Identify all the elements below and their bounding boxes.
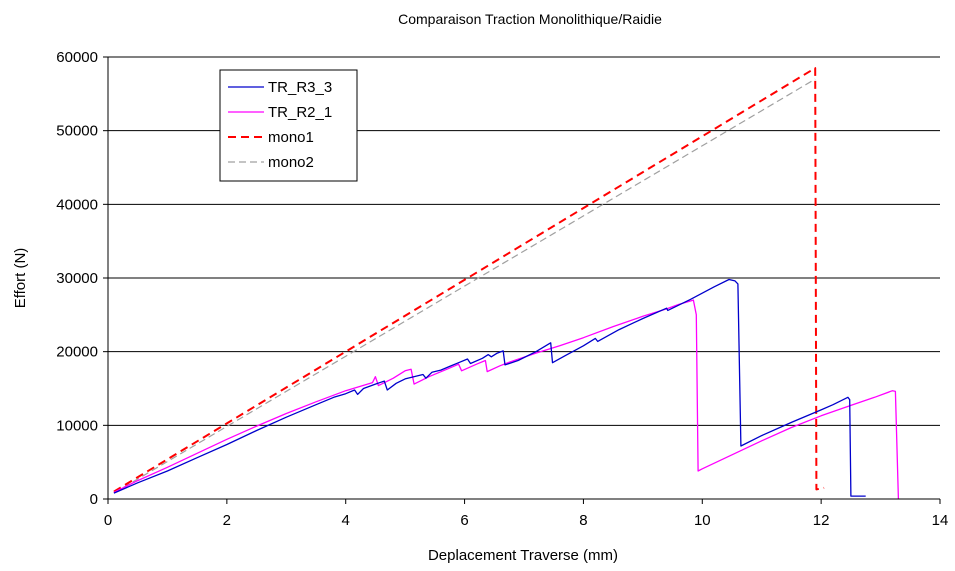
series-line-mono1 xyxy=(113,67,825,493)
y-tick-label: 40000 xyxy=(56,196,98,213)
y-tick-label: 30000 xyxy=(56,270,98,287)
x-tick-labels: 0 2 4 6 8 10 12 14 xyxy=(104,512,949,529)
y-tick-label: 10000 xyxy=(56,417,98,434)
y-axis-label: Effort (N) xyxy=(12,248,29,309)
x-tick-label: 8 xyxy=(579,512,587,529)
x-tick-label: 12 xyxy=(813,512,830,529)
x-axis-label: Deplacement Traverse (mm) xyxy=(428,547,618,564)
series-layer xyxy=(113,67,900,500)
x-tick-label: 0 xyxy=(104,512,112,529)
series-line-tr-r2-1 xyxy=(113,299,900,500)
series-line-tr-r3-3 xyxy=(113,278,866,497)
x-tick-label: 2 xyxy=(223,512,231,529)
legend: TR_R3_3 TR_R2_1 mono1 mono2 xyxy=(219,69,358,182)
legend-label: TR_R2_1 xyxy=(268,104,332,121)
legend-label: mono2 xyxy=(268,154,314,171)
y-tick-labels: 0 10000 20000 30000 40000 50000 60000 xyxy=(56,49,98,508)
chart-title: Comparaison Traction Monolithique/Raidie xyxy=(398,11,662,27)
y-tick-label: 20000 xyxy=(56,344,98,361)
y-tick-label: 50000 xyxy=(56,123,98,140)
x-tick-label: 10 xyxy=(694,512,711,529)
axes xyxy=(103,56,941,504)
x-tick-label: 6 xyxy=(460,512,468,529)
y-tick-label: 0 xyxy=(90,491,98,508)
series-line-mono2 xyxy=(113,78,816,494)
x-tick-label: 4 xyxy=(342,512,350,529)
legend-label: mono1 xyxy=(268,129,314,146)
y-tick-label: 60000 xyxy=(56,49,98,66)
legend-label: TR_R3_3 xyxy=(268,79,332,96)
x-tick-label: 14 xyxy=(932,512,949,529)
